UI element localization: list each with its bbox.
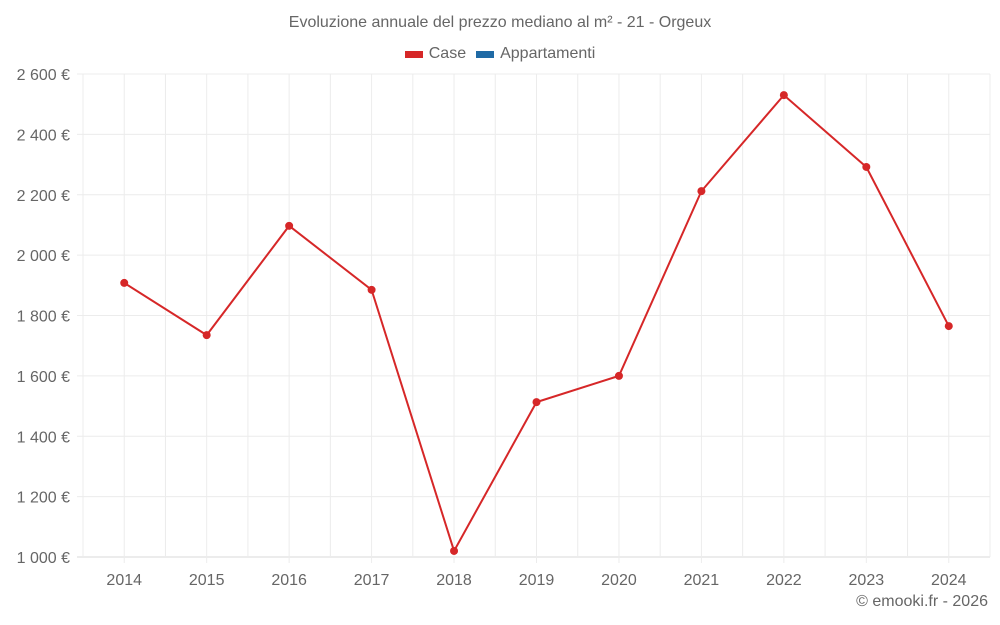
- data-point[interactable]: [120, 278, 129, 287]
- data-point[interactable]: [285, 221, 294, 230]
- data-point[interactable]: [532, 398, 541, 407]
- y-axis: 1 000 € 1 200 € 1 400 € 1 600 € 1 800 € 2 000…: [17, 67, 70, 567]
- x-tick-label: 2015: [189, 572, 225, 589]
- x-tick-label: 2021: [684, 572, 720, 589]
- y-tick-label: 1 400 €: [17, 429, 70, 446]
- chart-title: Evoluzione annuale del prezzo mediano al…: [288, 14, 712, 31]
- data-point[interactable]: [779, 91, 788, 100]
- x-tick-label: 2022: [766, 572, 802, 589]
- legend-swatch-case: [404, 50, 423, 58]
- x-tick-label: 2017: [354, 572, 390, 589]
- x-tick-label: 2024: [931, 572, 967, 589]
- y-tick-label: 1 200 €: [17, 490, 70, 507]
- x-tick-label: 2020: [601, 572, 637, 589]
- legend-item-appartamenti[interactable]: Appartamenti: [476, 45, 595, 63]
- x-axis: 2014 2015 2016 2017 2018 2019 2020 2021 2022 2023…: [106, 572, 966, 589]
- x-tick-label: 2016: [271, 572, 307, 589]
- y-tick-label: 2 000 €: [17, 248, 70, 265]
- data-point[interactable]: [614, 371, 623, 380]
- y-tick-label: 1 000 €: [17, 550, 70, 567]
- data-point[interactable]: [862, 162, 871, 171]
- series-case: [120, 91, 953, 555]
- y-tick-label: 1 600 €: [17, 369, 70, 386]
- y-tick-label: 2 200 €: [17, 188, 70, 205]
- data-point[interactable]: [367, 285, 376, 294]
- grid-lines: [77, 73, 991, 563]
- x-tick-label: 2018: [436, 572, 472, 589]
- legend-swatch-appartamenti: [476, 50, 495, 58]
- legend: Case Appartamenti: [0, 45, 1000, 63]
- y-tick-label: 2 600 €: [17, 67, 70, 84]
- data-point[interactable]: [450, 546, 459, 555]
- x-tick-label: 2023: [849, 572, 885, 589]
- x-tick-label: 2019: [519, 572, 555, 589]
- legend-item-case[interactable]: Case: [404, 45, 467, 63]
- data-point[interactable]: [697, 187, 706, 196]
- data-point[interactable]: [944, 322, 953, 331]
- legend-label-case: Case: [428, 45, 467, 62]
- x-tick-label: 2014: [106, 572, 142, 589]
- legend-label-appartamenti: Appartamenti: [500, 45, 596, 62]
- data-point[interactable]: [202, 331, 211, 340]
- credit-text: © emooki.fr - 2026: [856, 593, 988, 610]
- y-tick-label: 1 800 €: [17, 309, 70, 326]
- y-tick-label: 2 400 €: [17, 127, 70, 144]
